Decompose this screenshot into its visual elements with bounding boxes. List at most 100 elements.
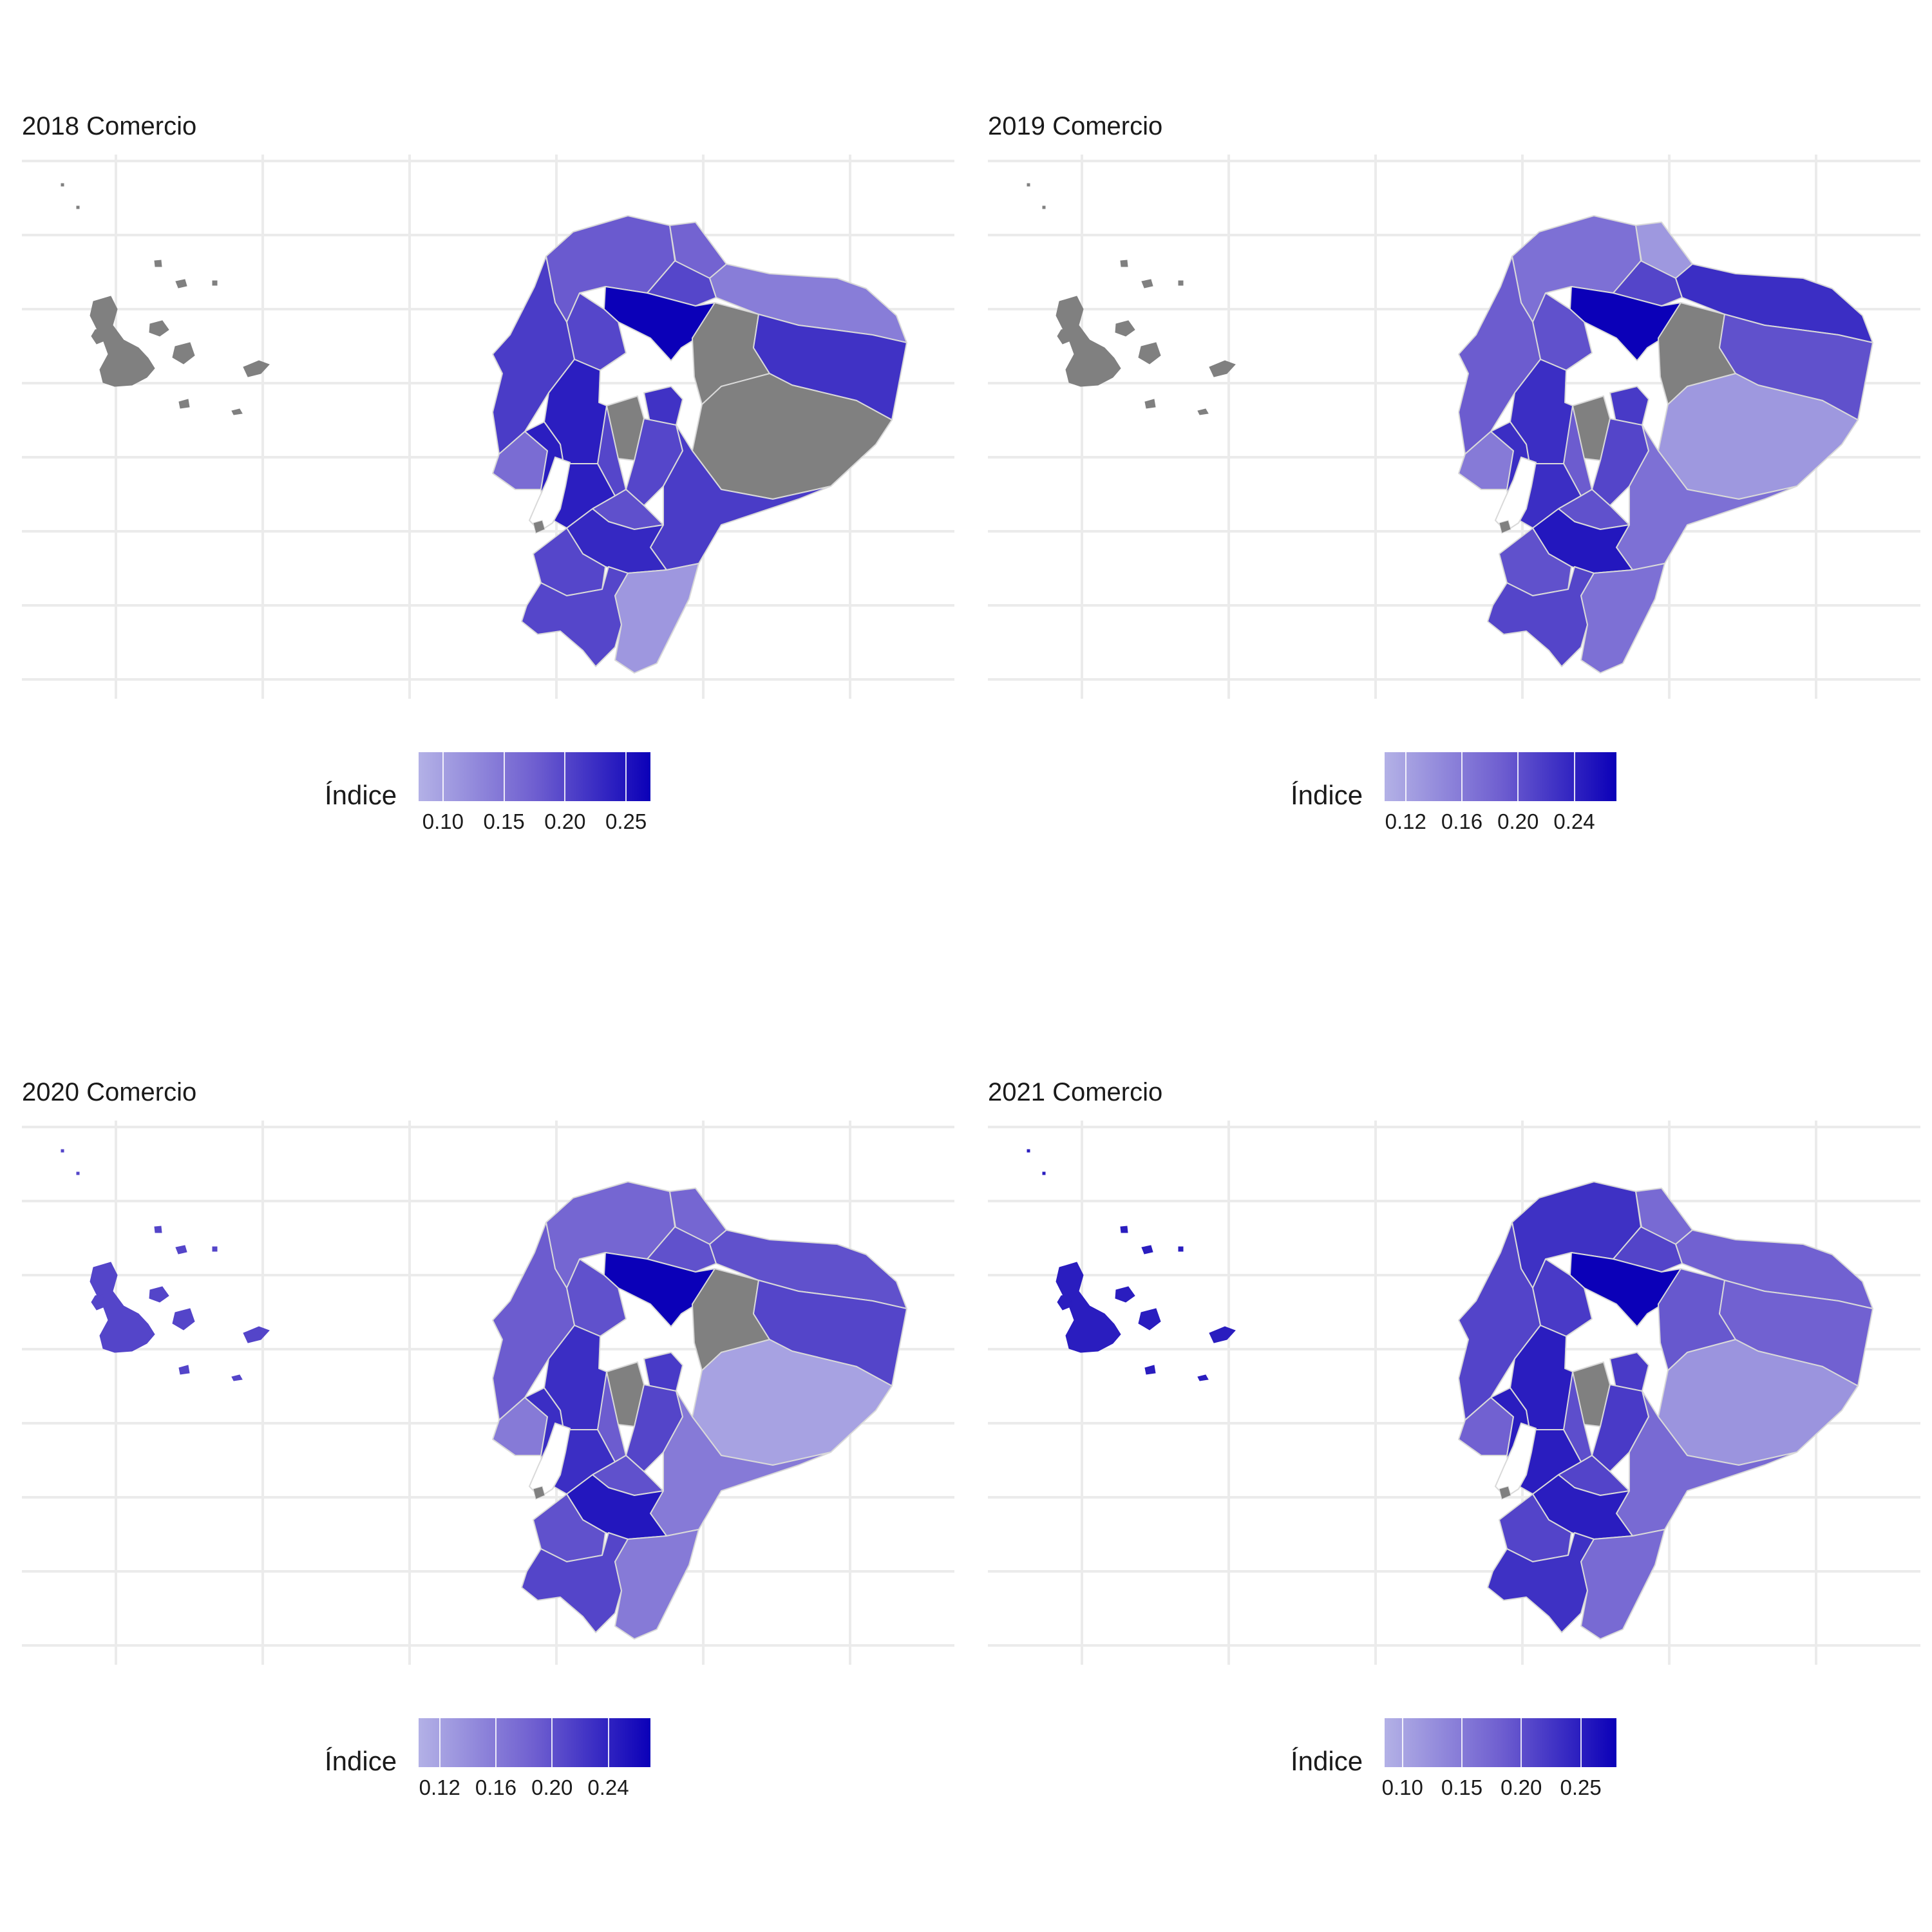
- legend-tick-mark: [1580, 1718, 1582, 1767]
- province-moronasantiago: [1616, 424, 1797, 571]
- legend-tick-label: 0.10: [422, 810, 464, 833]
- mainland-provinces: [492, 1181, 907, 1640]
- santa-cruz-island: [172, 1308, 195, 1331]
- province-moronasantiago: [1616, 1390, 1797, 1537]
- legend-title: Índice: [1291, 780, 1363, 810]
- legend-tick-label: 0.25: [605, 810, 647, 833]
- darwin-island: [1027, 1149, 1030, 1153]
- legend-tick-label: 0.15: [483, 810, 525, 833]
- gulf-of-guayaquil: [528, 456, 571, 533]
- puna-island: [533, 520, 545, 534]
- wolf-island: [76, 205, 80, 209]
- legend-tick-label: 0.20: [1501, 1776, 1542, 1799]
- espanola-island: [231, 1374, 243, 1381]
- legend-tick-mark: [1520, 1718, 1522, 1767]
- galapagos-islands: [61, 183, 270, 415]
- province-moronasantiago: [650, 424, 831, 571]
- san-cristobal-island: [1209, 360, 1236, 377]
- legend-tick-label: 0.20: [531, 1776, 573, 1799]
- choropleth-map: [22, 1121, 954, 1665]
- legend-tick-label: 0.15: [1441, 1776, 1483, 1799]
- legend-tick-label: 0.20: [544, 810, 586, 833]
- san-cristobal-island: [243, 360, 270, 377]
- darwin-island: [61, 1149, 64, 1153]
- legend-title: Índice: [325, 780, 397, 810]
- map-panel-2018: 2018 Comercio Índice 0.10 0.15 0.20 0.25: [0, 0, 966, 966]
- espanola-island: [1197, 408, 1209, 415]
- mainland-provinces: [1458, 1181, 1873, 1640]
- legend-tick-mark: [564, 752, 566, 801]
- legend-tick-label: 0.12: [1385, 810, 1426, 833]
- legend-tick-mark: [551, 1718, 553, 1767]
- marchena-island: [1120, 1226, 1128, 1233]
- espanola-island: [231, 408, 243, 415]
- legend-tick-label: 0.20: [1497, 810, 1539, 833]
- marchena-island: [1120, 260, 1128, 267]
- color-legend: Índice 0.12 0.16 0.20 0.24: [966, 747, 1932, 837]
- santiago-island: [1115, 320, 1135, 337]
- santa-cruz-island: [1138, 342, 1161, 365]
- province-imbabura: [1613, 1226, 1683, 1273]
- wolf-island: [1042, 1171, 1046, 1175]
- province-imbabura: [1613, 260, 1683, 307]
- santiago-island: [149, 1286, 169, 1303]
- floreana-island: [1144, 1365, 1156, 1375]
- pinta-island: [1141, 1245, 1153, 1255]
- legend-tick-mark: [1517, 752, 1519, 801]
- province-zamora: [614, 563, 699, 674]
- genovesa-island: [1178, 280, 1184, 286]
- gulf-of-guayaquil: [1494, 1422, 1537, 1499]
- santiago-island: [1115, 1286, 1135, 1303]
- province-imbabura: [647, 1226, 717, 1273]
- galapagos-islands: [1027, 1149, 1236, 1381]
- legend-tick-label: 0.16: [1441, 810, 1483, 833]
- pinta-island: [175, 279, 187, 289]
- floreana-island: [1144, 399, 1156, 409]
- gulf-of-guayaquil: [528, 1422, 571, 1499]
- puna-island: [1499, 1486, 1511, 1500]
- santiago-island: [149, 320, 169, 337]
- province-loja: [1487, 566, 1595, 667]
- san-cristobal-island: [243, 1326, 270, 1343]
- fernandina-island: [1057, 1294, 1073, 1311]
- marchena-island: [154, 1226, 162, 1233]
- legend-tick-mark: [439, 1718, 440, 1767]
- province-zamora: [1580, 1529, 1665, 1640]
- mainland-provinces: [492, 215, 907, 674]
- puna-island: [533, 1486, 545, 1500]
- legend-tick-mark: [442, 752, 444, 801]
- legend-tick-mark: [607, 1718, 609, 1767]
- legend-color-bar: [419, 1718, 650, 1767]
- legend-title: Índice: [325, 1746, 397, 1776]
- legend-tick-mark: [1573, 752, 1575, 801]
- floreana-island: [178, 1365, 190, 1375]
- san-cristobal-island: [1209, 1326, 1236, 1343]
- legend-color-bar: [1385, 1718, 1616, 1767]
- legend-tick-label: 0.10: [1381, 1776, 1423, 1799]
- grid-lines: [22, 155, 954, 699]
- legend-tick-mark: [495, 1718, 497, 1767]
- fernandina-island: [91, 1294, 107, 1311]
- legend-tick-mark: [1461, 1718, 1463, 1767]
- province-moronasantiago: [650, 1390, 831, 1537]
- province-imbabura: [647, 260, 717, 307]
- legend-tick-label: 0.25: [1560, 1776, 1602, 1799]
- province-loja: [1487, 1532, 1595, 1633]
- color-legend: Índice 0.12 0.16 0.20 0.24: [0, 1713, 966, 1803]
- wolf-island: [76, 1171, 80, 1175]
- panel-title: 2019 Comercio: [988, 112, 1163, 140]
- fernandina-island: [1057, 328, 1073, 345]
- legend-tick-label: 0.16: [475, 1776, 517, 1799]
- province-loja: [521, 566, 629, 667]
- galapagos-islands: [1027, 183, 1236, 415]
- map-panel-2019: 2019 Comercio Índice 0.12 0.16 0.20 0.24: [966, 0, 1932, 966]
- santa-cruz-island: [172, 342, 195, 365]
- legend-tick-label: 0.24: [1553, 810, 1595, 833]
- santa-cruz-island: [1138, 1308, 1161, 1331]
- legend-tick-mark: [1405, 752, 1406, 801]
- legend-tick-label: 0.12: [419, 1776, 460, 1799]
- darwin-island: [61, 183, 64, 187]
- legend-tick-mark: [1461, 752, 1463, 801]
- map-panel-2020: 2020 Comercio Índice 0.12 0.16 0.20 0.24: [0, 966, 966, 1932]
- darwin-island: [1027, 183, 1030, 187]
